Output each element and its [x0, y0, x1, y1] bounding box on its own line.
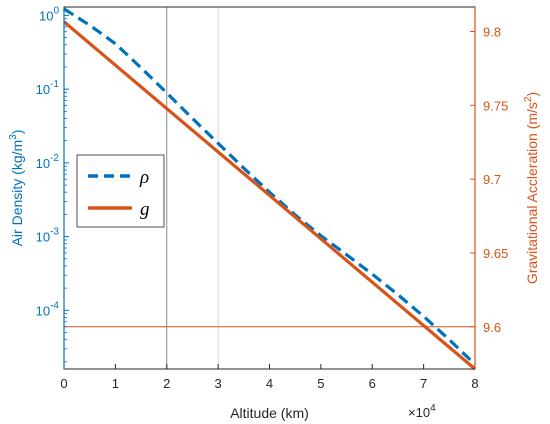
left-tick-label: 10-2 [36, 153, 60, 171]
left-tick-label: 10-1 [36, 79, 60, 97]
x-tick-label: 2 [163, 376, 170, 391]
left-tick-label: 100 [39, 5, 59, 23]
left-tick-label: 10-4 [36, 300, 60, 318]
right-tick-label: 9.7 [483, 172, 501, 187]
data-series [62, 7, 477, 371]
x-axis-multiplier: ×104 [408, 403, 436, 420]
x-tick-label: 3 [215, 376, 222, 391]
right-tick-label: 9.6 [483, 320, 501, 335]
x-tick-label: 0 [60, 376, 67, 391]
left-axis-label: Air Density (kg/m3) [8, 130, 25, 247]
series-line-gravity [62, 20, 477, 371]
legend-box [76, 154, 165, 228]
x-tick-label: 4 [266, 376, 273, 391]
legend-label-g: g [140, 199, 150, 220]
x-axis-label: Altitude (km) [230, 405, 309, 421]
left-tick-label: 10-3 [36, 227, 60, 245]
x-tick-label: 5 [317, 376, 324, 391]
right-axis-label-superscript: 2 [523, 96, 534, 102]
right-axis-label-end: ) [524, 92, 540, 97]
left-axis-label-end: ) [9, 130, 25, 135]
right-tick-label: 9.65 [483, 246, 508, 261]
series-line-density [63, 7, 477, 366]
right-tick-label: 9.75 [483, 98, 508, 113]
x-axis-multiplier-exponent: 4 [430, 403, 436, 414]
reference-lines [64, 7, 475, 369]
left-axis-label-superscript: 3 [8, 134, 19, 140]
x-tick-label: 6 [369, 376, 376, 391]
axis-ticks: 0 1 2 3 4 5 6 7 8 100 10-1 10-2 10-3 10-4 9.6 9.65 9.7 9.… [36, 5, 509, 391]
x-tick-label: 7 [420, 376, 427, 391]
legend-label-rho: ρ [139, 167, 149, 188]
x-tick-label: 8 [471, 376, 478, 391]
legend: ρ g [76, 154, 165, 228]
right-tick-label: 9.8 [483, 25, 501, 40]
right-axis-label: Gravitational Accleration (m/s2) [523, 92, 540, 284]
x-tick-label: 1 [112, 376, 119, 391]
